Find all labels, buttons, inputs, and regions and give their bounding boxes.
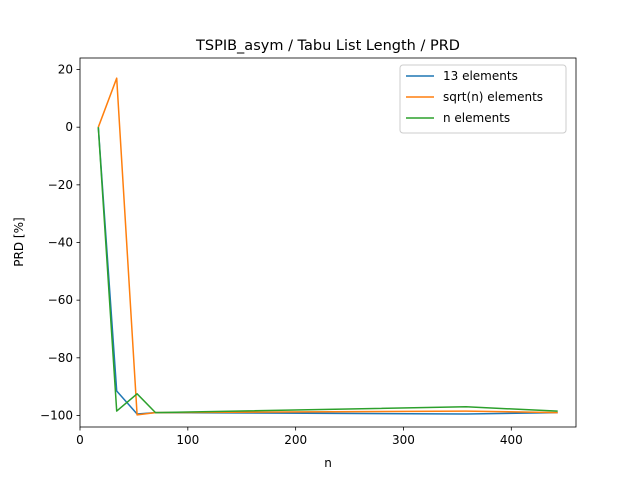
legend-label-0: 13 elements <box>443 69 518 83</box>
series-line-2 <box>97 127 558 414</box>
y-tick-label-6: −100 <box>40 408 73 422</box>
x-axis-label: n <box>324 456 332 470</box>
legend: 13 elements sqrt(n) elements n elements <box>399 64 567 134</box>
series-line-1 <box>97 77 558 416</box>
y-axis-label: PRD [%] <box>12 217 26 266</box>
x-tick-label-2: 200 <box>284 433 307 447</box>
y-tick-label-1: 0 <box>65 120 73 134</box>
legend-box <box>399 64 567 134</box>
x-tick-label-1: 100 <box>176 433 199 447</box>
legend-label-2: n elements <box>443 111 510 125</box>
x-tick-label-0: 0 <box>76 433 84 447</box>
y-tick-label-0: 20 <box>58 63 73 77</box>
legend-label-1: sqrt(n) elements <box>443 90 543 104</box>
y-tick-label-3: −40 <box>48 236 73 250</box>
x-tick-label-3: 300 <box>392 433 415 447</box>
y-tick-label-5: −80 <box>48 351 73 365</box>
y-tick-label-4: −60 <box>48 293 73 307</box>
x-tick-label-4: 400 <box>500 433 523 447</box>
chart-title: TSPIB_asym / Tabu List Length / PRD <box>195 38 460 54</box>
y-tick-label-2: −20 <box>48 178 73 192</box>
